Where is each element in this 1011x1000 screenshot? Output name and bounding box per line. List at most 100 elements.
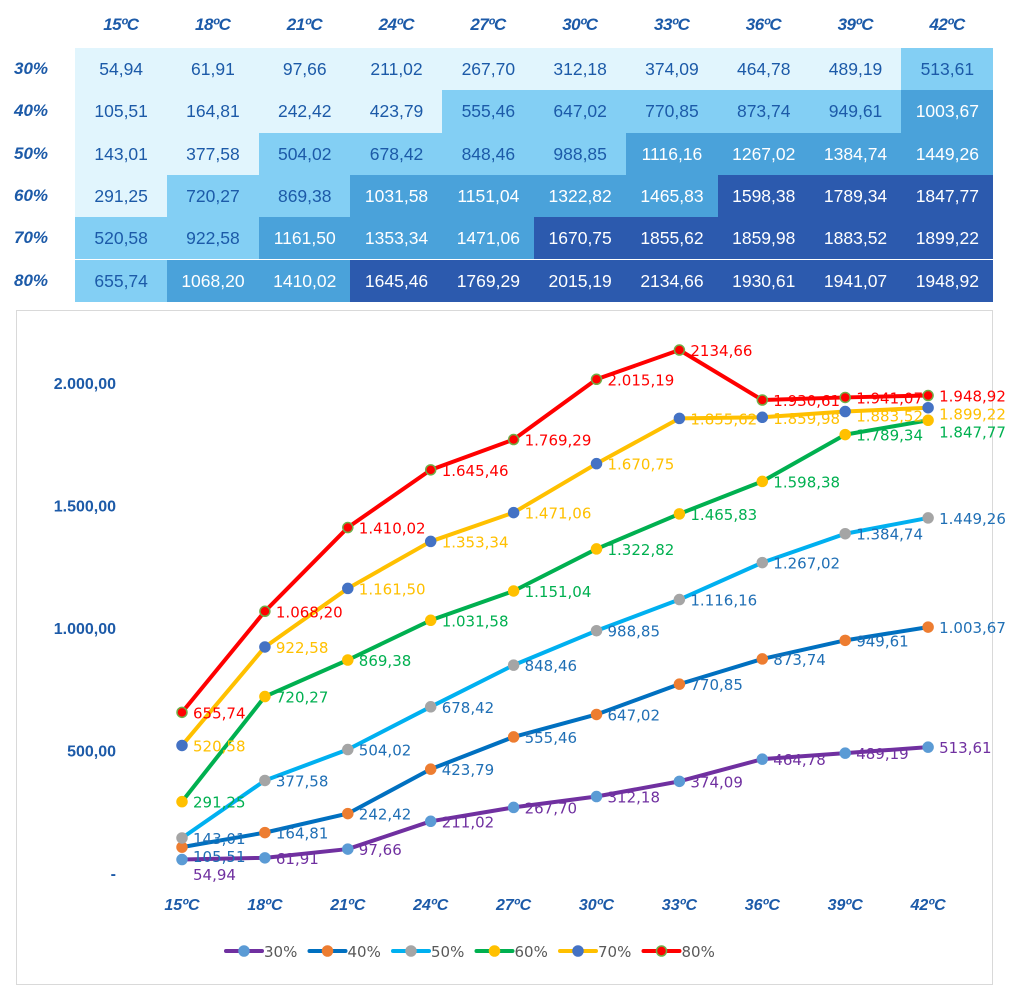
data-point <box>756 653 769 665</box>
table-cell: 647,02 <box>534 90 627 133</box>
table-cell: 97,66 <box>258 48 351 91</box>
y-tick-label: 1.000,00 <box>54 621 116 638</box>
table-cell: 1410,02 <box>258 259 351 302</box>
y-tick-label: 500,00 <box>67 744 116 761</box>
data-label: 873,74 <box>773 651 826 669</box>
legend-label: 80% <box>682 943 715 961</box>
data-point <box>507 585 520 597</box>
data-label: 1.930,61 <box>773 392 840 410</box>
table-cell: 1031,58 <box>350 174 443 218</box>
data-label: 2134,66 <box>690 342 752 360</box>
table-cell: 1645,46 <box>350 259 443 302</box>
table-cell: 504,02 <box>258 132 351 175</box>
column-header: 24ºC <box>378 15 415 34</box>
data-point <box>507 731 520 743</box>
data-label: 922,58 <box>276 639 329 657</box>
row-header: 30% <box>14 59 49 78</box>
data-label: 1.941,07 <box>856 389 923 407</box>
data-label: 464,78 <box>773 751 826 769</box>
data-label: 143,01 <box>193 830 246 848</box>
table-cell: 1116,16 <box>625 132 719 175</box>
chart-area <box>16 310 993 985</box>
data-label: 1.322,82 <box>608 541 675 559</box>
data-point <box>590 708 603 721</box>
data-label: 267,70 <box>525 799 578 817</box>
data-point <box>839 747 851 759</box>
row-header: 50% <box>14 143 49 163</box>
table-cell: 922,58 <box>166 217 260 260</box>
table-cell: 54,94 <box>75 48 168 91</box>
data-point <box>756 753 769 765</box>
data-point <box>590 543 603 555</box>
data-point <box>839 634 851 647</box>
table-cell: 377,58 <box>166 132 260 175</box>
y-tick-label: - <box>111 866 116 883</box>
column-header: 42ºC <box>929 15 965 34</box>
data-label: 1.883,52 <box>856 407 923 425</box>
table-cell: 374,09 <box>625 48 719 91</box>
column-header: 33ºC <box>653 15 690 34</box>
table-cell: 1161,50 <box>258 217 351 260</box>
data-label: 848,46 <box>525 657 578 675</box>
series-line-60% <box>180 418 929 803</box>
table-cell: 678,42 <box>350 132 443 175</box>
data-label: 1.003,67 <box>939 619 1006 637</box>
data-point <box>839 391 851 404</box>
column-header: 18ºC <box>194 15 231 34</box>
x-tick-label: 36ºC <box>745 897 781 914</box>
table-cell: 869,38 <box>258 174 351 218</box>
data-label: 520,58 <box>193 737 246 755</box>
series-line-30% <box>181 745 929 862</box>
data-point <box>176 795 188 808</box>
data-point <box>839 527 851 540</box>
data-label: 97,66 <box>359 841 402 859</box>
data-point <box>259 641 271 653</box>
data-label: 504,02 <box>359 742 412 760</box>
table-cell: 1353,34 <box>350 217 443 260</box>
x-tick-label: 27ºC <box>495 897 532 914</box>
data-point <box>342 843 354 855</box>
data-label: 1.267,02 <box>773 555 840 573</box>
legend-marker-icon <box>655 945 668 957</box>
data-label: 1.645,46 <box>442 462 509 480</box>
x-tick-label: 39ºC <box>828 897 864 914</box>
data-point <box>673 678 686 690</box>
data-label: 720,27 <box>276 689 329 707</box>
data-point <box>922 741 934 753</box>
data-label: 949,61 <box>856 632 909 650</box>
series-line-40% <box>181 625 929 850</box>
data-label: 489,19 <box>856 745 909 763</box>
data-point <box>176 832 188 844</box>
data-label: 312,18 <box>608 789 661 807</box>
table-cell: 1151,04 <box>442 174 535 218</box>
data-label: 291,25 <box>193 794 246 812</box>
data-point <box>259 690 271 703</box>
row-header: 40% <box>14 101 49 121</box>
data-label: 2.015,19 <box>608 371 675 389</box>
data-point <box>259 852 271 864</box>
data-point <box>424 614 437 627</box>
table-cell: 1598,38 <box>717 174 810 218</box>
table-cell: 655,74 <box>75 259 168 302</box>
row-header: 60% <box>14 185 49 205</box>
series-line-70% <box>180 405 929 747</box>
data-point <box>673 593 686 606</box>
table-cell: 1003,67 <box>901 90 994 133</box>
data-label: 164,81 <box>276 825 329 843</box>
data-label: 513,61 <box>939 739 992 757</box>
data-point <box>507 433 520 446</box>
table-cell: 873,74 <box>717 90 810 133</box>
data-label: 1.353,34 <box>442 533 509 551</box>
data-point <box>507 659 520 671</box>
table-cell: 949,61 <box>809 90 902 133</box>
series-line-50% <box>180 515 929 840</box>
data-point <box>342 521 354 534</box>
table-cell: 291,25 <box>75 174 168 218</box>
data-point <box>756 475 769 488</box>
row-header: 80% <box>14 270 49 290</box>
data-label: 1.899,22 <box>939 406 1006 424</box>
table-cell: 464,78 <box>717 48 810 91</box>
table-cell: 1068,20 <box>166 259 260 302</box>
data-label: 1.859,98 <box>773 410 840 428</box>
